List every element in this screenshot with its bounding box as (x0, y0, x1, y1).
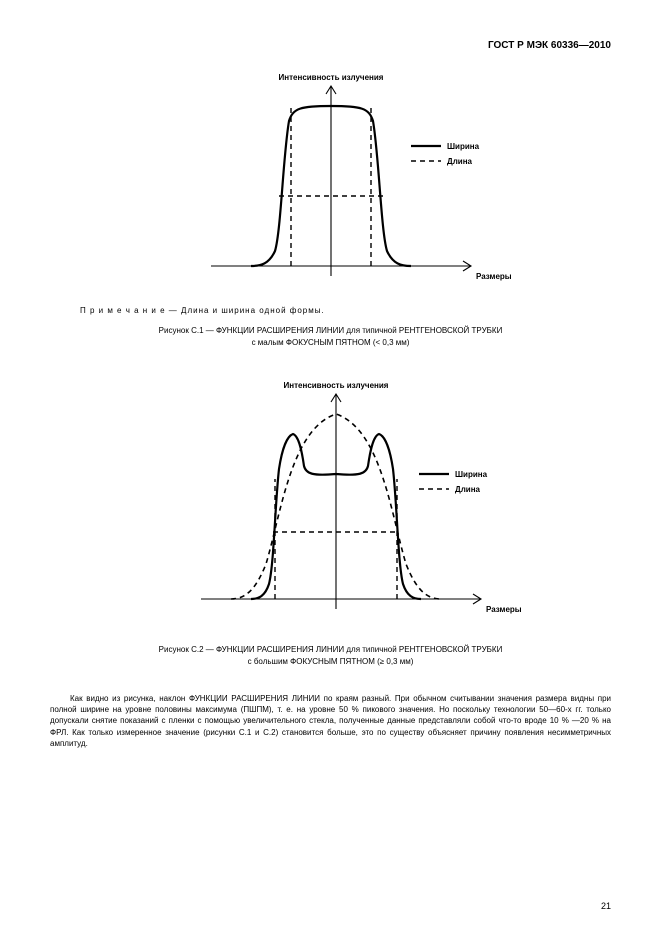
fig1-caption: Рисунок С.1 — ФУНКЦИИ РАСШИРЕНИЯ ЛИНИИ д… (50, 325, 611, 349)
figure-c2: Интенсивность излучения Размеры Ширина Д… (50, 374, 611, 634)
fig1-legend: Ширина Длина (411, 142, 480, 166)
fig1-xlabel: Размеры (476, 272, 511, 281)
fig2-caption-l1: Рисунок С.2 — ФУНКЦИИ РАСШИРЕНИЯ ЛИНИИ д… (159, 645, 503, 654)
fig1-note: П р и м е ч а н и е — Длина и ширина одн… (80, 306, 611, 315)
fig2-legend: Ширина Длина (419, 470, 488, 494)
fig2-ylabel: Интенсивность излучения (283, 381, 388, 390)
body-paragraph: Как видно из рисунка, наклон ФУНКЦИИ РАС… (50, 693, 611, 749)
doc-code: ГОСТ Р МЭК 60336—2010 (50, 40, 611, 51)
body-text: Как видно из рисунка, наклон ФУНКЦИИ РАС… (50, 693, 611, 749)
fig1-caption-l2: с малым ФОКУСНЫМ ПЯТНОМ (< 0,3 мм) (252, 338, 410, 347)
page-number: 21 (601, 901, 611, 911)
fig2-legend-width: Ширина (455, 470, 488, 479)
figure-c1-svg: Интенсивность излучения Размеры Ширина Д… (151, 66, 511, 296)
fig1-ylabel: Интенсивность излучения (278, 73, 383, 82)
fig1-note-prefix: П р и м е ч а н и е — (80, 306, 178, 315)
fig2-xlabel: Размеры (486, 605, 521, 614)
fig2-caption: Рисунок С.2 — ФУНКЦИИ РАСШИРЕНИЯ ЛИНИИ д… (50, 644, 611, 668)
fig1-note-text: Длина и ширина одной формы. (181, 306, 325, 315)
fig1-legend-width: Ширина (447, 142, 480, 151)
figure-c2-svg: Интенсивность излучения Размеры Ширина Д… (141, 374, 521, 634)
fig1-legend-length: Длина (447, 157, 473, 166)
page: ГОСТ Р МЭК 60336—2010 Интенсивность излу… (0, 0, 661, 936)
fig2-caption-l2: с большим ФОКУСНЫМ ПЯТНОМ (≥ 0,3 мм) (248, 657, 414, 666)
fig2-legend-length: Длина (455, 485, 481, 494)
figure-c1: Интенсивность излучения Размеры Ширина Д… (50, 66, 611, 296)
fig1-caption-l1: Рисунок С.1 — ФУНКЦИИ РАСШИРЕНИЯ ЛИНИИ д… (159, 326, 503, 335)
